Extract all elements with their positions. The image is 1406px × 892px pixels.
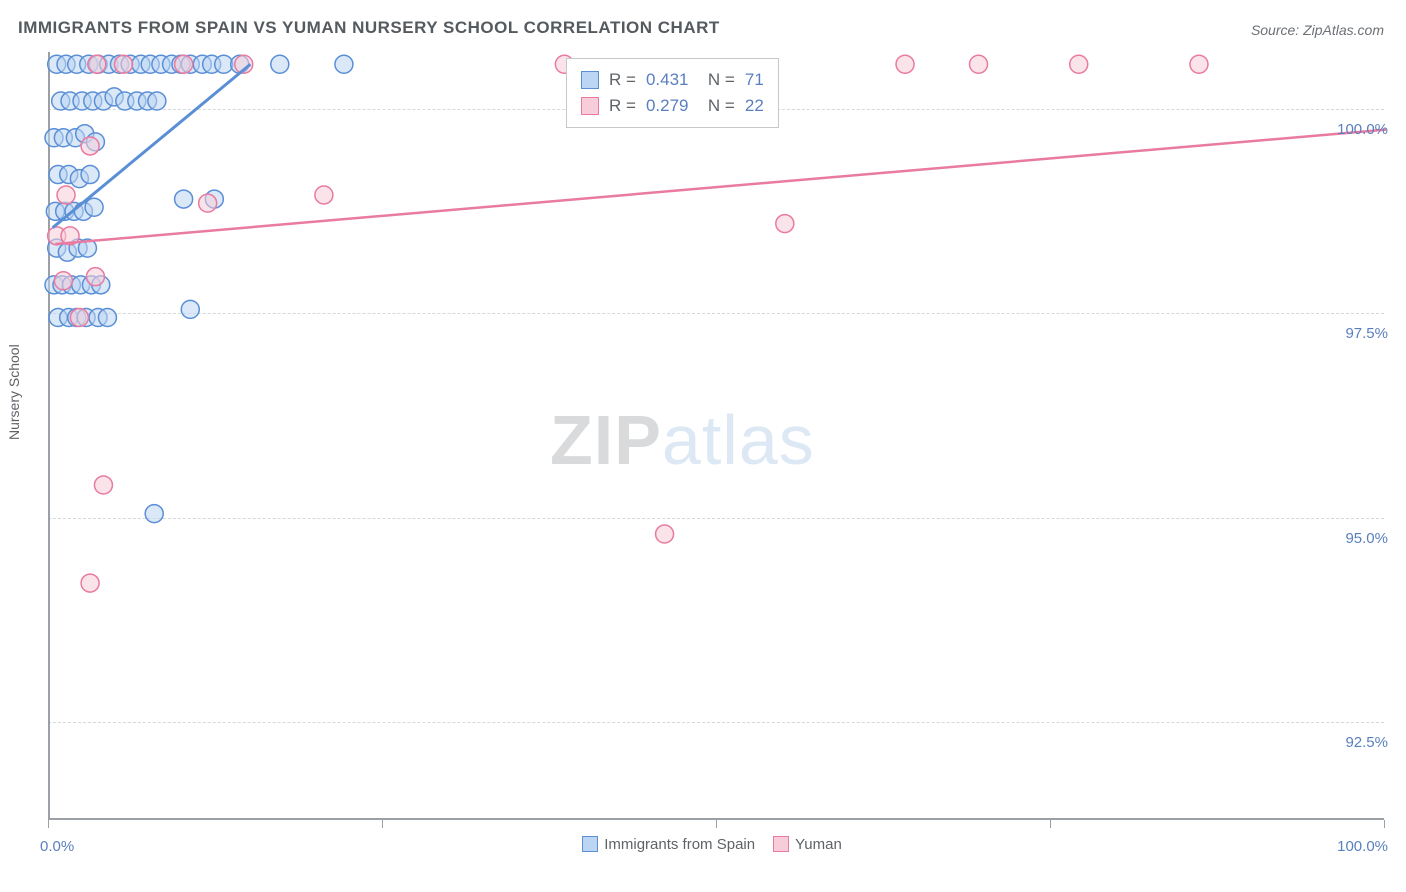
- stats-row: R = 0.279 N = 22: [581, 93, 764, 119]
- scatter-point: [81, 574, 99, 592]
- y-tick-label: 95.0%: [1345, 530, 1388, 547]
- trend-line: [55, 130, 1386, 244]
- scatter-point: [181, 300, 199, 318]
- x-tick-mark: [716, 820, 717, 828]
- stats-swatch: [581, 71, 599, 89]
- stats-n-value: 71: [745, 67, 764, 93]
- stats-r-value: 0.431: [646, 67, 689, 93]
- scatter-point: [970, 55, 988, 73]
- scatter-point: [98, 309, 116, 327]
- scatter-point: [656, 525, 674, 543]
- legend-label: Immigrants from Spain: [604, 836, 755, 853]
- scatter-point: [776, 215, 794, 233]
- scatter-point: [57, 186, 75, 204]
- stats-r-label: R =: [609, 93, 636, 119]
- source-attribution: Source: ZipAtlas.com: [1251, 22, 1384, 38]
- x-tick-mark: [1384, 820, 1385, 828]
- scatter-point: [315, 186, 333, 204]
- y-axis-label: Nursery School: [6, 344, 22, 440]
- scatter-point: [148, 92, 166, 110]
- x-tick-mark: [48, 820, 49, 828]
- y-tick-label: 92.5%: [1345, 734, 1388, 751]
- scatter-point: [1190, 55, 1208, 73]
- stats-swatch: [581, 97, 599, 115]
- bottom-legend: Immigrants from Spain Yuman: [0, 836, 1406, 853]
- correlation-stats-box: R = 0.431 N = 71 R = 0.279 N = 22: [566, 58, 779, 128]
- x-tick-mark: [382, 820, 383, 828]
- y-tick-label: 97.5%: [1345, 325, 1388, 342]
- scatter-point: [88, 55, 106, 73]
- scatter-point: [86, 268, 104, 286]
- scatter-point: [94, 476, 112, 494]
- scatter-point: [175, 190, 193, 208]
- legend-swatch: [582, 836, 598, 852]
- scatter-point: [81, 166, 99, 184]
- scatter-point: [335, 55, 353, 73]
- plot-area: [48, 52, 1384, 820]
- scatter-point: [271, 55, 289, 73]
- stats-n-label: N =: [698, 93, 734, 119]
- scatter-point: [54, 272, 72, 290]
- chart-title: IMMIGRANTS FROM SPAIN VS YUMAN NURSERY S…: [18, 18, 720, 38]
- x-tick-mark: [1050, 820, 1051, 828]
- scatter-point: [114, 55, 132, 73]
- scatter-svg: [50, 52, 1386, 820]
- scatter-point: [896, 55, 914, 73]
- scatter-point: [1070, 55, 1088, 73]
- stats-row: R = 0.431 N = 71: [581, 67, 764, 93]
- stats-n-value: 22: [745, 93, 764, 119]
- legend-swatch: [773, 836, 789, 852]
- stats-r-label: R =: [609, 67, 636, 93]
- scatter-point: [70, 309, 88, 327]
- legend-label: Yuman: [795, 836, 842, 853]
- scatter-point: [81, 137, 99, 155]
- y-tick-label: 100.0%: [1337, 121, 1388, 138]
- scatter-point: [199, 194, 217, 212]
- stats-n-label: N =: [698, 67, 734, 93]
- scatter-point: [145, 505, 163, 523]
- scatter-point: [175, 55, 193, 73]
- stats-r-value: 0.279: [646, 93, 689, 119]
- scatter-point: [85, 198, 103, 216]
